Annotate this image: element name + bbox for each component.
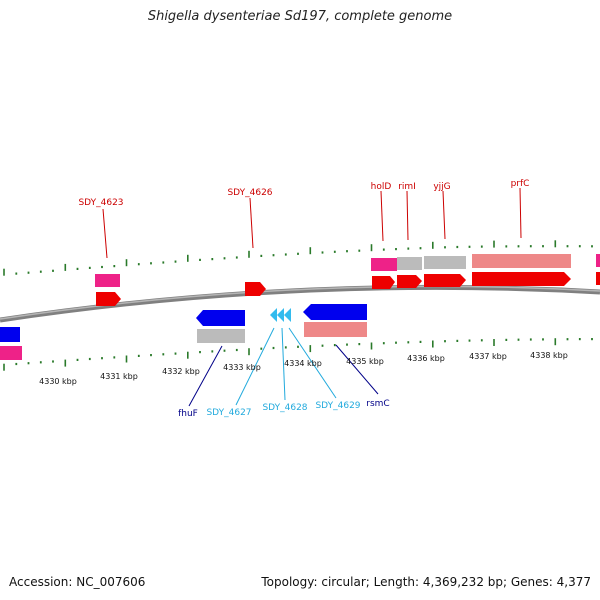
scale-label-4336: 4336 kbp [407, 354, 445, 363]
scale-label-4338: 4338 kbp [530, 351, 568, 360]
scale-label-4330: 4330 kbp [39, 377, 77, 386]
leader-hold [380, 190, 384, 242]
leader-sdy4628 [281, 327, 286, 401]
cds-yjjg-forward-arrow[interactable] [424, 274, 466, 287]
leader-rsmc [335, 344, 379, 395]
cds-sdy4629-reverse-arrow[interactable] [284, 308, 291, 322]
genome-summary-text: Topology: circular; Length: 4,369,232 bp… [261, 575, 591, 589]
feature-hold-bar[interactable] [371, 258, 397, 271]
cds-left-edge-reverse[interactable] [0, 327, 20, 342]
cds-sdy4627-reverse-arrow[interactable] [270, 308, 277, 322]
feature-rimi-bar[interactable] [397, 257, 422, 270]
gene-label-sdy4623[interactable]: SDY_4623 [78, 198, 123, 208]
upper-tick-track [3, 240, 593, 276]
leader-sdy4627 [235, 327, 275, 406]
cds-rsmc-reverse-arrow[interactable] [303, 304, 367, 320]
scale-label-4333: 4333 kbp [223, 363, 261, 372]
feature-sdy4623-bar[interactable] [95, 274, 120, 287]
leader-prfc [519, 187, 522, 239]
feature-edge-bar[interactable] [596, 254, 600, 267]
gene-label-prfc[interactable]: prfC [511, 179, 530, 189]
cds-edge-forward-arrow[interactable] [596, 272, 600, 285]
cds-sdy4623-forward-arrow[interactable] [96, 292, 121, 306]
cds-sdy4628-reverse-arrow[interactable] [277, 308, 284, 322]
lower-tick-track [3, 338, 593, 371]
accession-text: Accession: NC_007606 [9, 575, 146, 589]
scale-label-4331: 4331 kbp [100, 372, 138, 381]
scale-label-4332: 4332 kbp [162, 367, 200, 376]
leader-rimi [406, 190, 409, 241]
feature-prfc-bar[interactable] [472, 254, 571, 268]
map-title: Shigella dysenteriae Sd197, complete gen… [147, 9, 453, 24]
cds-rimi-forward-arrow[interactable] [397, 275, 422, 288]
gene-label-sdy4629[interactable]: SDY_4629 [315, 401, 360, 411]
leader-fhuf [188, 345, 223, 407]
leader-sdy4623 [102, 208, 108, 259]
cds-fhuf-reverse-arrow[interactable] [196, 310, 245, 326]
scale-label-4334: 4334 kbp [284, 359, 322, 368]
cds-sdy4626-forward-arrow[interactable] [245, 282, 266, 296]
gene-label-rimi[interactable]: rimI [398, 182, 416, 192]
feature-yjjg-bar[interactable] [424, 256, 466, 269]
leader-yjjg [442, 190, 446, 240]
gene-label-sdy4627[interactable]: SDY_4627 [206, 408, 251, 418]
gene-label-sdy4628[interactable]: SDY_4628 [262, 403, 307, 413]
scale-label-4337: 4337 kbp [469, 352, 507, 361]
gene-label-yjjg[interactable]: yjjG [433, 182, 450, 192]
gene-label-rsmc[interactable]: rsmC [366, 399, 389, 409]
feature-left-edge-bar[interactable] [0, 346, 22, 360]
gene-label-sdy4626[interactable]: SDY_4626 [227, 188, 272, 198]
leader-sdy4629 [288, 327, 337, 399]
leader-sdy4626 [249, 197, 254, 249]
gene-label-hold[interactable]: holD [371, 182, 392, 192]
gene-label-fhuf[interactable]: fhuF [178, 409, 198, 419]
feature-fhuf-bar[interactable] [197, 329, 245, 343]
feature-rsmc-bar[interactable] [304, 322, 367, 337]
genome-backbone-highlight [0, 285, 600, 320]
cds-hold-forward-arrow[interactable] [372, 276, 395, 289]
scale-label-4335: 4335 kbp [346, 357, 384, 366]
genome-backbone [0, 284, 600, 323]
cds-prfc-forward-arrow[interactable] [472, 272, 571, 286]
